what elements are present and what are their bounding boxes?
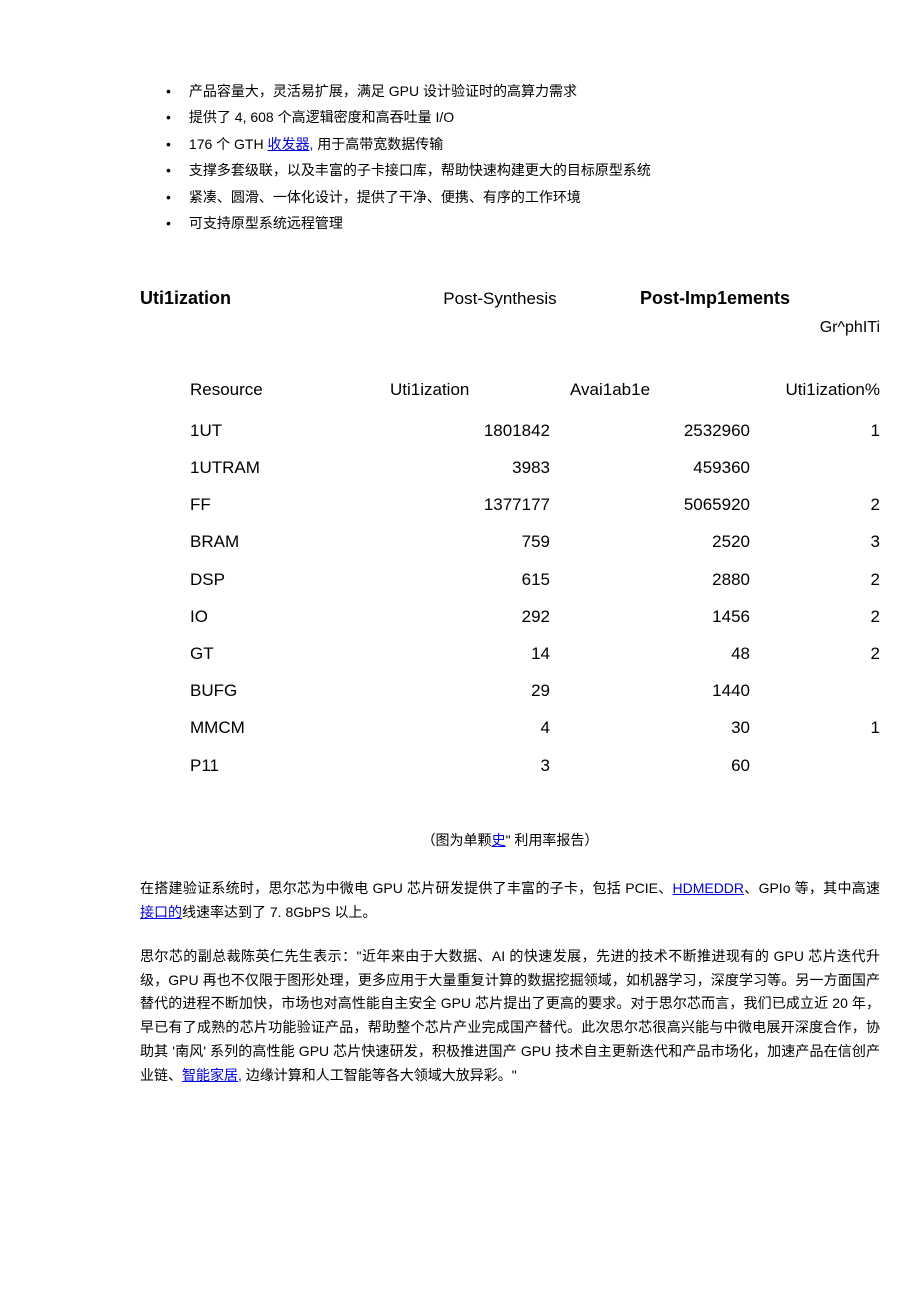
td-utilization: 3983 — [370, 454, 550, 481]
tab-post-synthesis[interactable]: Post-Synthesis — [390, 285, 610, 312]
bullet-item: • 可支持原型系统远程管理 — [140, 212, 880, 234]
bullet-text: 紧凑、圆滑、一体化设计，提供了干净、便携、有序的工作环境 — [189, 186, 581, 208]
td-utilization: 292 — [370, 603, 550, 630]
table-row: BUFG 29 1440 — [140, 677, 880, 704]
bullet-marker: • — [166, 212, 171, 234]
table-row: FF 1377177 5065920 2 — [140, 491, 880, 518]
bullet-marker: • — [166, 159, 171, 181]
td-resource: DSP — [190, 566, 370, 593]
bullet-item: • 紧凑、圆滑、一体化设计，提供了干净、便携、有序的工作环境 — [140, 186, 880, 208]
bullet-item: • 提供了 4, 608 个高逻辑密度和高吞吐量 I/O — [140, 106, 880, 128]
hdmeddr-link[interactable]: HDMEDDR — [672, 880, 744, 896]
td-resource: 1UT — [190, 417, 370, 444]
td-resource: FF — [190, 491, 370, 518]
td-utilization: 3 — [370, 752, 550, 779]
td-utilization: 615 — [370, 566, 550, 593]
td-percentage: 2 — [750, 640, 880, 667]
th-utilization: Uti1ization — [390, 376, 570, 403]
td-percentage: 3 — [750, 528, 880, 555]
table-row: GT 14 48 2 — [140, 640, 880, 667]
table-row: 1UTRAM 3983 459360 — [140, 454, 880, 481]
td-available: 1440 — [550, 677, 750, 704]
bullet-item: • 产品容量大，灵活易扩展，满足 GPU 设计验证时的高算力需求 — [140, 80, 880, 102]
td-percentage: 2 — [750, 491, 880, 518]
td-resource: BRAM — [190, 528, 370, 555]
td-utilization: 759 — [370, 528, 550, 555]
table-row: P11 3 60 — [140, 752, 880, 779]
td-resource: P11 — [190, 752, 370, 779]
td-utilization: 1377177 — [370, 491, 550, 518]
bullet-marker: • — [166, 80, 171, 102]
td-resource: 1UTRAM — [190, 454, 370, 481]
bullet-text: 176 个 GTH 收发器, 用于高带宽数据传输 — [189, 133, 443, 155]
td-available: 1456 — [550, 603, 750, 630]
table-row: IO 292 1456 2 — [140, 603, 880, 630]
bullet-marker: • — [166, 106, 171, 128]
bullet-text: 产品容量大，灵活易扩展，满足 GPU 设计验证时的高算力需求 — [189, 80, 577, 102]
bullet-item: • 支撑多套级联，以及丰富的子卡接口库，帮助快速构建更大的目标原型系统 — [140, 159, 880, 181]
td-percentage — [750, 752, 880, 779]
td-available: 5065920 — [550, 491, 750, 518]
td-available: 30 — [550, 714, 750, 741]
td-resource: IO — [190, 603, 370, 630]
td-resource: GT — [190, 640, 370, 667]
td-percentage: 1 — [750, 417, 880, 444]
td-utilization: 29 — [370, 677, 550, 704]
table-row: DSP 615 2880 2 — [140, 566, 880, 593]
td-utilization: 4 — [370, 714, 550, 741]
td-utilization: 1801842 — [370, 417, 550, 444]
table-row: 1UT 1801842 2532960 1 — [140, 417, 880, 444]
table-row: BRAM 759 2520 3 — [140, 528, 880, 555]
td-percentage — [750, 454, 880, 481]
bullet-item: • 176 个 GTH 收发器, 用于高带宽数据传输 — [140, 133, 880, 155]
paragraph-2: 思尔芯的副总裁陈英仁先生表示："近年来由于大数据、AI 的快速发展，先进的技术不… — [140, 945, 880, 1088]
th-percentage: Uti1ization% — [750, 376, 880, 403]
td-available: 2532960 — [550, 417, 750, 444]
bullet-text: 提供了 4, 608 个高逻辑密度和高吞吐量 I/O — [189, 106, 454, 128]
caption-link[interactable]: 史 — [492, 832, 506, 848]
paragraph-1: 在搭建验证系统时，思尔芯为中微电 GPU 芯片研发提供了丰富的子卡，包括 PCI… — [140, 877, 880, 925]
feature-bullet-list: • 产品容量大，灵活易扩展，满足 GPU 设计验证时的高算力需求 • 提供了 4… — [140, 80, 880, 234]
tab-row: Uti1ization Post-Synthesis Post-Imp1emen… — [140, 284, 880, 313]
td-percentage: 2 — [750, 566, 880, 593]
th-resource: Resource — [190, 376, 390, 403]
td-percentage: 2 — [750, 603, 880, 630]
graph-label: Gr^phITi — [140, 315, 880, 341]
bullet-marker: • — [166, 186, 171, 208]
bullet-text: 可支持原型系统远程管理 — [189, 212, 343, 234]
transceiver-link[interactable]: 收发器, — [268, 136, 314, 152]
utilization-table-section: Uti1ization Post-Synthesis Post-Imp1emen… — [140, 284, 880, 778]
td-utilization: 14 — [370, 640, 550, 667]
td-resource: MMCM — [190, 714, 370, 741]
td-available: 2520 — [550, 528, 750, 555]
table-row: MMCM 4 30 1 — [140, 714, 880, 741]
tab-post-implements[interactable]: Post-Imp1ements — [610, 284, 880, 313]
tab-utilization[interactable]: Uti1ization — [140, 284, 390, 313]
td-available: 459360 — [550, 454, 750, 481]
bullet-marker: • — [166, 133, 171, 155]
td-percentage — [750, 677, 880, 704]
bullet-text: 支撑多套级联，以及丰富的子卡接口库，帮助快速构建更大的目标原型系统 — [189, 159, 651, 181]
table-header-row: Resource Uti1ization Avai1ab1e Uti1izati… — [140, 376, 880, 403]
td-available: 2880 — [550, 566, 750, 593]
td-percentage: 1 — [750, 714, 880, 741]
td-available: 48 — [550, 640, 750, 667]
smart-home-link[interactable]: 智能家居, — [182, 1067, 242, 1083]
td-available: 60 — [550, 752, 750, 779]
utilization-table: Resource Uti1ization Avai1ab1e Uti1izati… — [140, 376, 880, 779]
td-resource: BUFG — [190, 677, 370, 704]
th-available: Avai1ab1e — [570, 376, 750, 403]
table-caption: （图为单颗史" 利用率报告） — [140, 829, 880, 851]
interface-link[interactable]: 接口的 — [140, 904, 182, 920]
